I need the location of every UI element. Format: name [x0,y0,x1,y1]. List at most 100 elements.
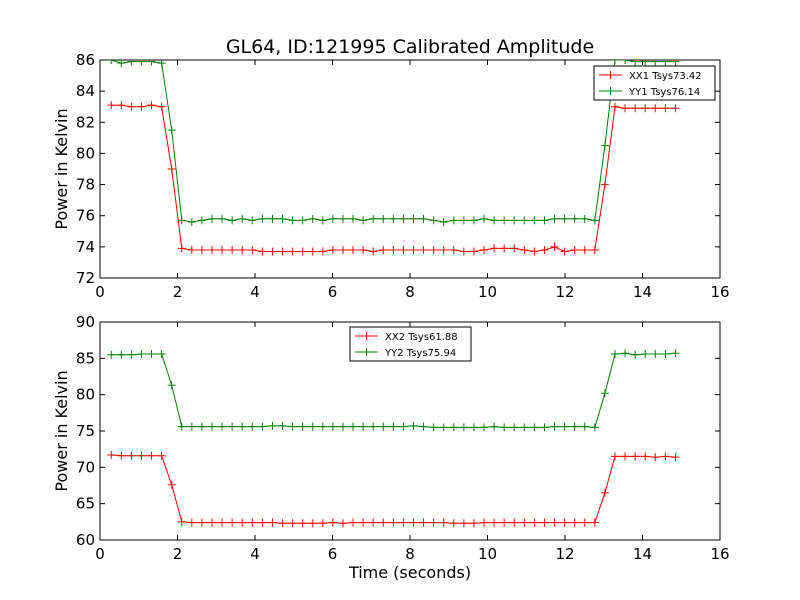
data-point [580,214,589,223]
data-point [167,381,176,390]
data-point [379,245,388,254]
data-point [349,518,358,527]
data-point [288,519,297,528]
data-point [177,244,186,253]
data-point [147,101,156,110]
data-point [621,452,630,461]
data-point [338,245,347,254]
data-point [308,519,317,528]
data-point [570,422,579,431]
data-point [429,245,438,254]
legend-marker [362,332,371,340]
data-point [328,422,337,431]
data-point [349,422,358,431]
lower-y-axis-label: Power in Kelvin [52,370,71,491]
data-point [439,423,448,432]
data-point [469,423,478,432]
data-point [419,518,428,527]
data-point [540,423,549,432]
data-point [651,60,660,66]
y-tick-label: 75 [76,422,95,440]
data-point [490,216,499,225]
data-point [409,421,418,430]
data-point [107,450,116,459]
data-point [610,60,619,64]
y-tick-label: 70 [76,458,95,476]
data-point [268,214,277,223]
data-point [258,247,267,256]
data-point [167,165,176,173]
data-point [107,101,116,110]
data-point [480,423,489,432]
data-point [298,247,307,256]
data-point [641,452,650,461]
legend-label: XX2 Tsys61.88 [385,332,458,343]
data-point [328,214,337,223]
data-point [369,214,378,223]
data-point [298,422,307,431]
data-point [248,518,257,527]
data-point [308,214,317,223]
data-point [409,518,418,527]
data-point [469,519,478,528]
data-point [127,60,136,66]
data-point [137,451,146,460]
data-point [228,245,237,254]
data-point [117,350,126,359]
data-point [580,518,589,527]
data-point [328,518,337,527]
data-point [459,216,468,225]
data-point [147,451,156,460]
data-point [500,423,509,432]
data-point [621,349,630,358]
data-point [218,422,227,431]
data-point [238,422,247,431]
data-point [349,214,358,223]
data-point [197,518,206,527]
data-point [379,422,388,431]
x-tick-label: 16 [710,545,729,563]
data-point [318,422,327,431]
data-point [580,422,589,431]
legend-marker [362,348,371,356]
x-tick-label: 12 [555,545,574,563]
x-tick-label: 2 [173,283,183,301]
data-point [580,245,589,254]
data-point [389,214,398,223]
data-point [298,519,307,528]
data-point [631,452,640,461]
legend-label: YY2 Tsys75.94 [384,348,456,359]
data-point [147,349,156,358]
data-point [530,247,539,256]
data-point [228,518,237,527]
data-point [197,216,206,225]
data-point [157,349,166,358]
data-point [480,518,489,527]
data-point [218,518,227,527]
data-point [288,216,297,225]
data-point [258,214,267,223]
data-point [207,245,216,254]
data-point [157,102,166,111]
y-tick-label: 86 [76,51,95,69]
x-tick-label: 12 [555,283,574,301]
data-point [540,245,549,254]
data-point [610,452,619,461]
data-point [338,519,347,528]
data-point [379,518,388,527]
data-point [399,422,408,431]
data-point [530,216,539,225]
data-point [288,422,297,431]
data-point [560,518,569,527]
x-tick-label: 8 [405,283,415,301]
data-point [469,216,478,225]
data-point [349,245,358,254]
data-point [187,422,196,431]
data-point [389,422,398,431]
data-point [127,451,136,460]
data-point [641,60,650,66]
chart-title: GL64, ID:121995 Calibrated Amplitude [226,36,594,58]
y-tick-label: 74 [76,238,95,256]
data-point [107,60,116,64]
